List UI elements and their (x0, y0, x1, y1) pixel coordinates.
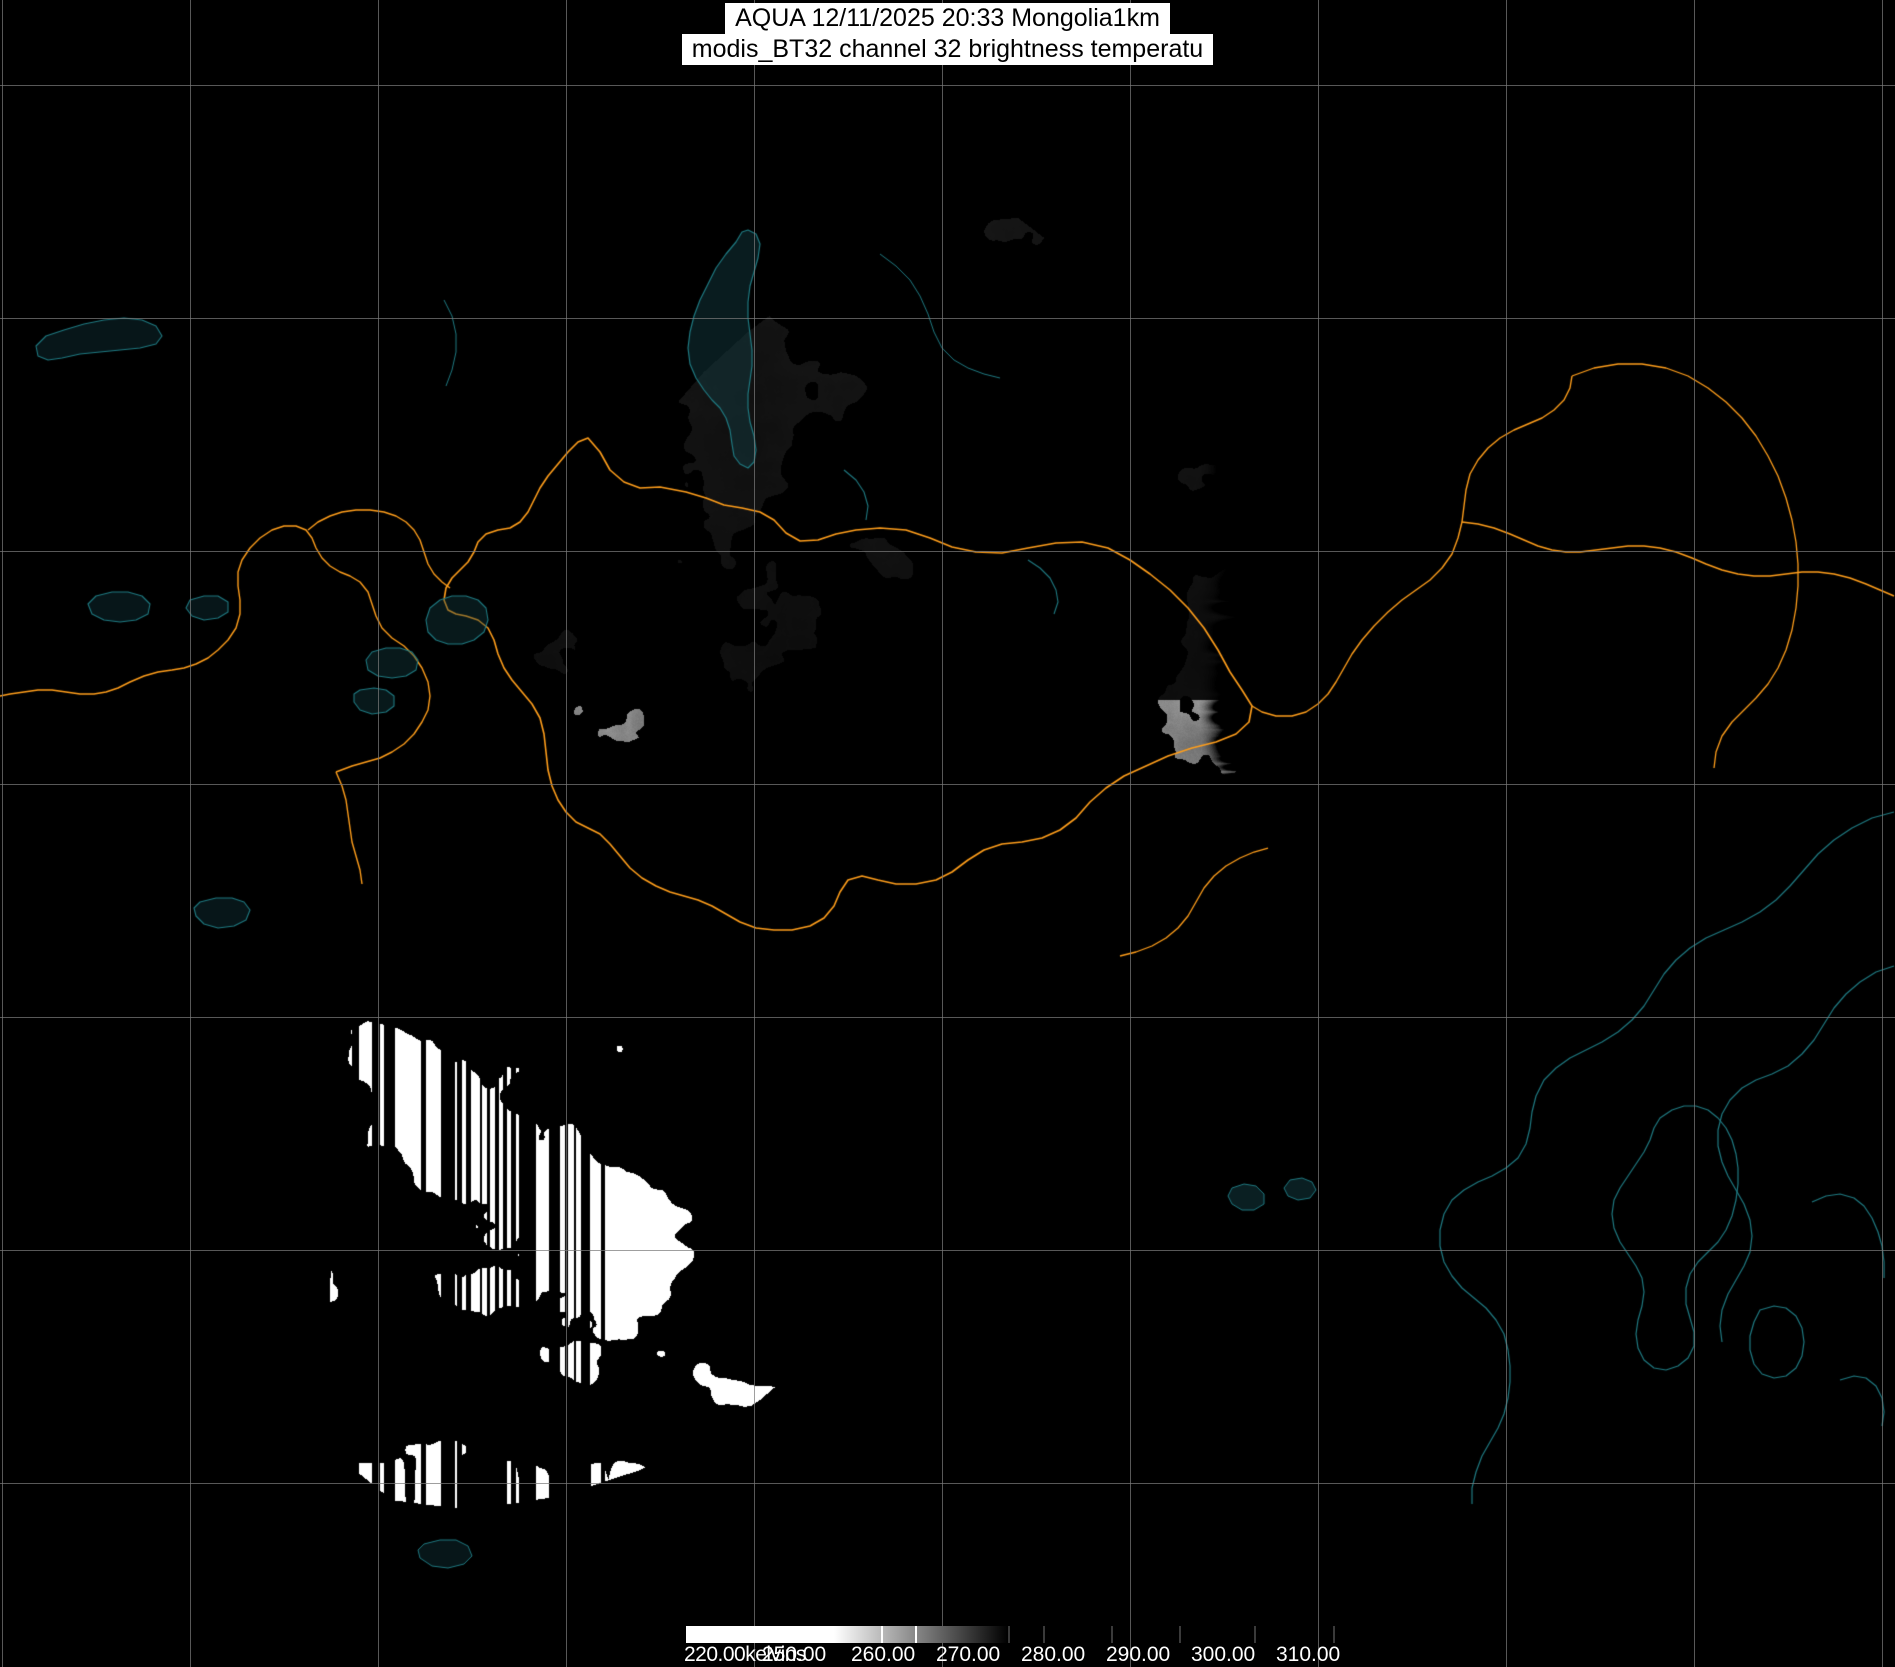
colorbar-tick-mark (686, 1626, 688, 1643)
colorbar-tick-label: 300.00 (1191, 1643, 1256, 1666)
colorbar-tick-mark (1254, 1626, 1256, 1643)
colorbar-tick-mark (1043, 1626, 1045, 1643)
colorbar-tick-label: 270.00 (936, 1643, 1001, 1666)
colorbar-tick-label: 260.00 (851, 1643, 916, 1666)
colorbar-tick-mark (788, 1626, 790, 1643)
colorbar-legend[interactable]: 220.00kelvins 250.00 260.00 270.00 280.00 290… (684, 1626, 1806, 1667)
colorbar-tick-label: 280.00 (1021, 1643, 1086, 1666)
colorbar-tick-label: 310.00 (1276, 1643, 1341, 1666)
colorbar-tick-mark (1333, 1626, 1335, 1643)
colorbar-tick-mark (1111, 1626, 1113, 1643)
colorbar-tick-mark (915, 1626, 917, 1643)
colorbar-tick-mark (1008, 1626, 1010, 1643)
colorbar-units-label: 220.00kelvins (684, 1643, 806, 1666)
colorbar-tick-mark (881, 1626, 883, 1643)
colorbar-gradient (686, 1626, 1008, 1643)
colorbar-tick-label: 250.00 (762, 1643, 827, 1666)
colorbar-tick-group: 220.00kelvins 250.00 260.00 270.00 280.00 290… (684, 1626, 1806, 1667)
colorbar-tick-label: 290.00 (1106, 1643, 1171, 1666)
colorbar-tick-mark (1179, 1626, 1181, 1643)
